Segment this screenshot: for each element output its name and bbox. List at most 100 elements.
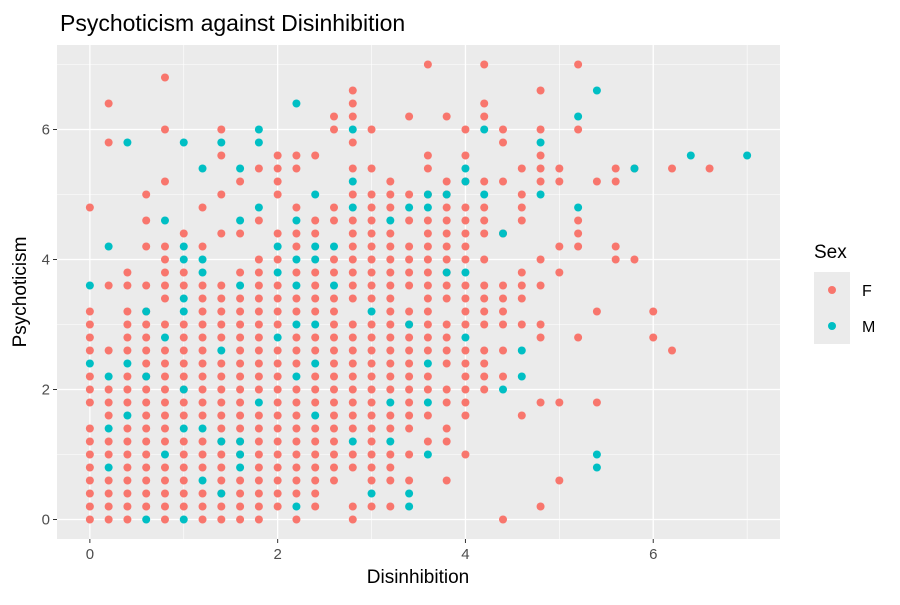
data-point-f [142,191,150,199]
data-point-f [86,334,94,342]
data-point-m [368,308,376,316]
data-point-m [292,503,300,511]
data-point-f [461,360,469,368]
data-point-f [612,256,620,264]
data-point-f [480,373,488,381]
data-point-f [349,425,357,433]
data-point-f [330,256,338,264]
data-point-m [123,139,131,147]
data-point-f [123,321,131,329]
data-point-f [405,477,413,485]
data-point-f [105,477,113,485]
data-point-f [368,347,376,355]
data-point-f [274,152,282,160]
data-point-f [105,139,113,147]
data-point-m [199,269,207,277]
data-point-f [255,165,263,173]
data-point-m [461,334,469,342]
data-point-f [461,295,469,303]
data-point-m [217,438,225,446]
data-point-m [236,217,244,225]
data-point-f [217,412,225,420]
data-point-f [424,295,432,303]
data-point-f [161,516,169,524]
data-point-m [386,438,394,446]
data-point-f [349,295,357,303]
data-point-f [349,412,357,420]
data-point-f [349,321,357,329]
data-point-f [461,347,469,355]
data-point-f [330,126,338,134]
data-point-f [405,256,413,264]
data-point-f [123,438,131,446]
data-point-f [142,347,150,355]
data-point-m [180,386,188,394]
data-point-f [274,282,282,290]
data-point-f [537,334,545,342]
data-point-f [349,373,357,381]
data-point-f [424,334,432,342]
data-point-f [180,230,188,238]
data-point-f [255,516,263,524]
data-point-f [443,334,451,342]
data-point-f [330,113,338,121]
data-point-f [142,360,150,368]
data-point-f [330,269,338,277]
data-point-f [255,412,263,420]
data-point-f [292,308,300,316]
data-point-f [499,516,507,524]
data-point-f [555,178,563,186]
data-point-f [368,438,376,446]
data-point-m [349,126,357,134]
data-point-f [161,126,169,134]
data-point-f [518,412,526,420]
legend-key-f [828,286,836,294]
data-point-f [105,451,113,459]
data-point-f [292,204,300,212]
data-point-f [180,464,188,472]
data-point-f [386,230,394,238]
data-point-f [123,269,131,277]
data-point-f [386,477,394,485]
data-point-f [199,516,207,524]
data-point-f [180,477,188,485]
data-point-f [255,360,263,368]
data-point-f [349,243,357,251]
data-point-f [443,178,451,186]
data-point-m [461,178,469,186]
data-point-f [255,282,263,290]
data-point-f [443,360,451,368]
data-point-f [217,373,225,381]
data-point-f [518,191,526,199]
data-point-m [86,282,94,290]
data-point-f [555,269,563,277]
data-point-f [311,399,319,407]
data-point-f [274,412,282,420]
data-point-f [461,373,469,381]
data-point-m [593,451,601,459]
data-point-m [292,282,300,290]
data-point-f [349,191,357,199]
data-point-f [292,165,300,173]
data-point-f [274,477,282,485]
data-point-f [311,230,319,238]
data-point-f [443,113,451,121]
data-point-f [217,126,225,134]
data-point-f [499,347,507,355]
data-point-f [330,321,338,329]
x-tick-label: 0 [86,546,94,563]
data-point-f [574,230,582,238]
data-point-f [368,360,376,368]
data-point-f [386,464,394,472]
data-point-f [161,490,169,498]
data-point-f [86,425,94,433]
data-point-f [217,464,225,472]
data-point-f [499,295,507,303]
data-point-f [86,399,94,407]
data-point-f [199,464,207,472]
data-point-f [105,347,113,355]
data-point-f [461,321,469,329]
data-point-f [330,438,338,446]
data-point-f [199,321,207,329]
